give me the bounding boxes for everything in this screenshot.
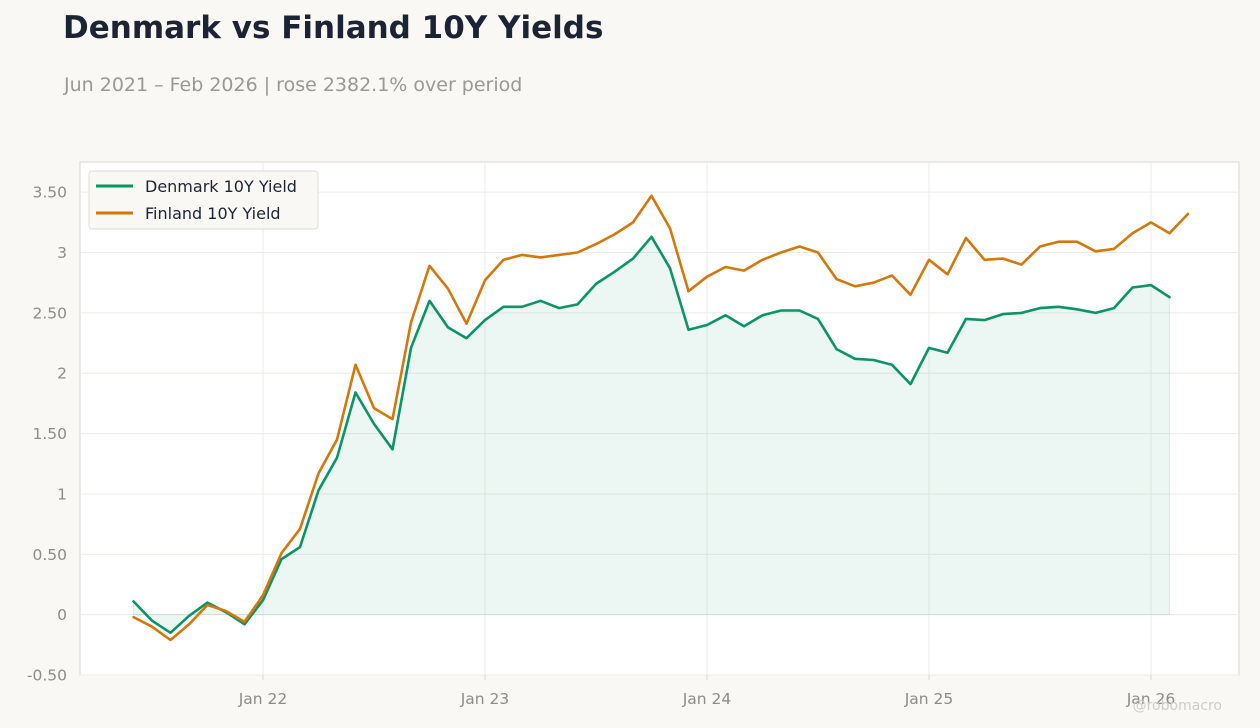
y-tick-label: 3: [57, 244, 67, 262]
denmark-series-line: [132, 235, 1171, 635]
watermark: @robomacro: [1132, 698, 1222, 714]
y-tick-label: -0.50: [27, 667, 67, 685]
plot-area: [79, 161, 1240, 676]
y-tick-label: 2.50: [32, 304, 67, 322]
y-tick-label: 0.50: [32, 546, 67, 564]
x-tick-label: Jan 25: [904, 690, 954, 708]
x-tick-label: Jan 22: [238, 690, 288, 708]
legend: Denmark 10Y Yield Finland 10Y Yield: [88, 170, 319, 230]
y-tick-label: 0: [57, 606, 67, 624]
finland-series-line: [132, 194, 1190, 642]
chart-title: Denmark vs Finland 10Y Yields: [63, 10, 604, 46]
chart-subtitle: Jun 2021 – Feb 2026 | rose 2382.1% over …: [64, 74, 523, 96]
y-tick-label: 1: [57, 485, 67, 503]
x-tick-label: Jan 23: [460, 690, 510, 708]
legend-box: [88, 170, 319, 230]
y-tick-label: 1.50: [32, 425, 67, 443]
x-tick-label: Jan 24: [682, 690, 732, 708]
legend-label: Finland 10Y Yield: [145, 204, 281, 223]
y-tick-label: 2: [57, 365, 67, 383]
legend-label: Denmark 10Y Yield: [145, 177, 297, 196]
x-tick-label: Jan 26: [1126, 690, 1176, 708]
y-tick-label: 3.50: [32, 184, 67, 202]
